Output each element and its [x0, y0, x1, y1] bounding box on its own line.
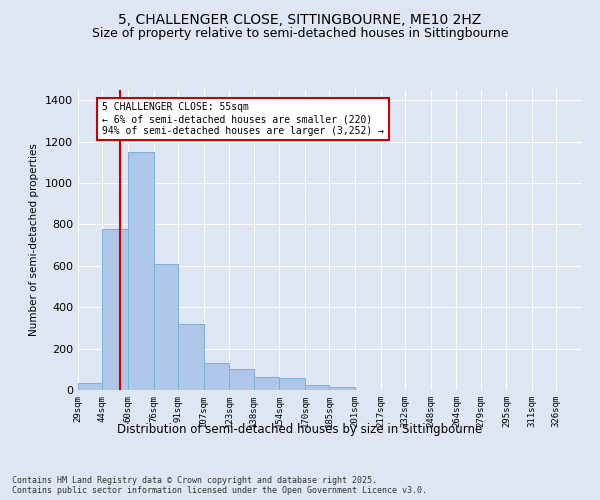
Bar — [154, 264, 178, 390]
Text: Size of property relative to semi-detached houses in Sittingbourne: Size of property relative to semi-detach… — [92, 28, 508, 40]
Bar — [254, 376, 279, 390]
Bar — [203, 363, 229, 390]
Bar — [178, 324, 203, 390]
Text: 5, CHALLENGER CLOSE, SITTINGBOURNE, ME10 2HZ: 5, CHALLENGER CLOSE, SITTINGBOURNE, ME10… — [118, 12, 482, 26]
Y-axis label: Number of semi-detached properties: Number of semi-detached properties — [29, 144, 40, 336]
Bar — [329, 387, 355, 390]
Bar — [128, 152, 154, 390]
Bar — [78, 383, 102, 390]
Bar — [305, 385, 329, 390]
Text: Contains HM Land Registry data © Crown copyright and database right 2025.
Contai: Contains HM Land Registry data © Crown c… — [12, 476, 427, 495]
Text: 5 CHALLENGER CLOSE: 55sqm
← 6% of semi-detached houses are smaller (220)
94% of : 5 CHALLENGER CLOSE: 55sqm ← 6% of semi-d… — [102, 102, 384, 136]
Bar — [102, 228, 128, 390]
Text: Distribution of semi-detached houses by size in Sittingbourne: Distribution of semi-detached houses by … — [118, 422, 482, 436]
Bar — [229, 370, 254, 390]
Bar — [279, 378, 305, 390]
